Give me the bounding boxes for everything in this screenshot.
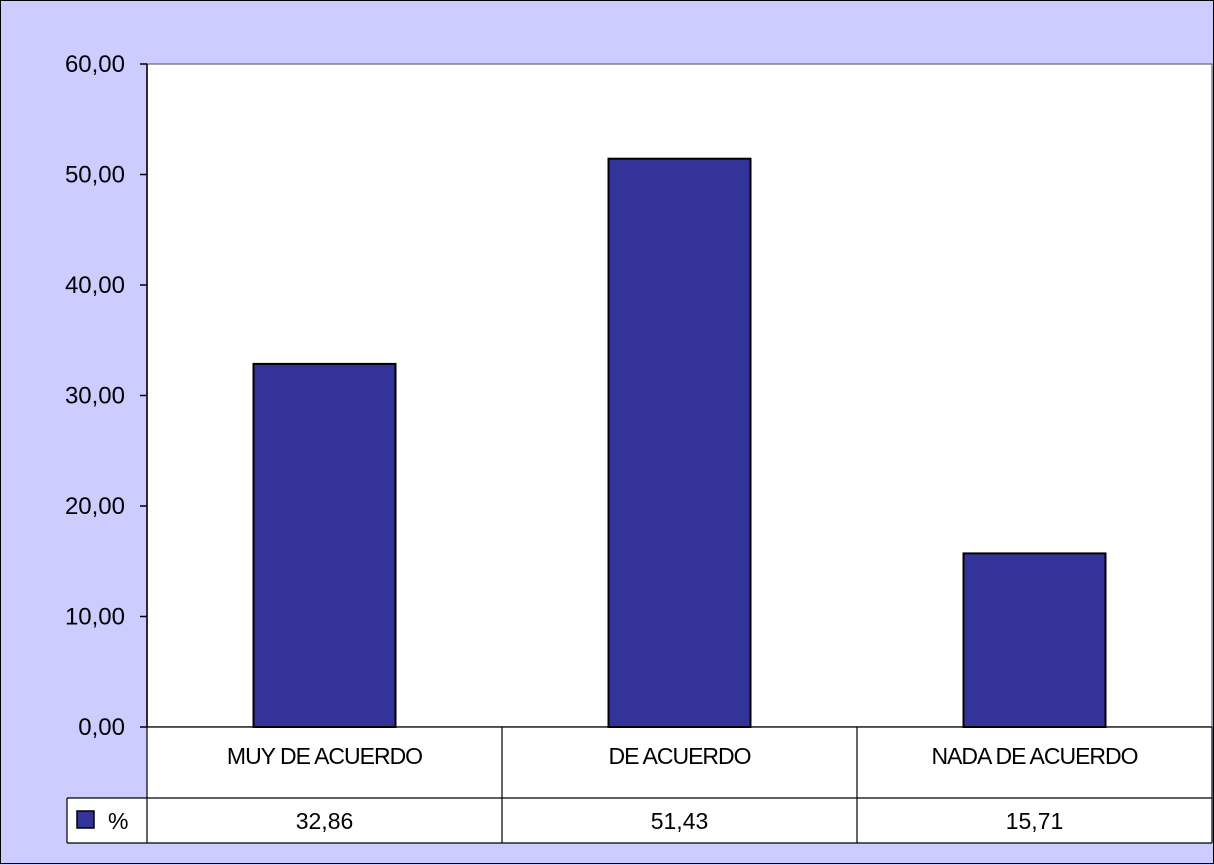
data-table-value: 51,43 — [651, 808, 709, 834]
legend-label: % — [108, 808, 128, 834]
data-table-background — [147, 727, 1212, 843]
y-tick-label: 10,00 — [65, 604, 125, 631]
bar-2 — [607, 157, 752, 729]
y-tick-label: 0,00 — [78, 714, 125, 741]
legend-swatch — [76, 810, 95, 829]
category-label: MUY DE ACUERDO — [227, 743, 422, 769]
bar-3 — [962, 552, 1107, 728]
bar-1 — [252, 362, 397, 728]
data-table-value: 32,86 — [296, 808, 354, 834]
y-tick-label: 20,00 — [65, 493, 125, 520]
y-tick-label: 60,00 — [65, 51, 125, 78]
y-tick-label: 30,00 — [65, 383, 125, 410]
y-tick-label: 40,00 — [65, 272, 125, 299]
data-table-value: 15,71 — [1006, 808, 1064, 834]
y-tick-label: 50,00 — [65, 162, 125, 189]
category-label: DE ACUERDO — [608, 743, 750, 769]
category-label: NADA DE ACUERDO — [931, 743, 1137, 769]
